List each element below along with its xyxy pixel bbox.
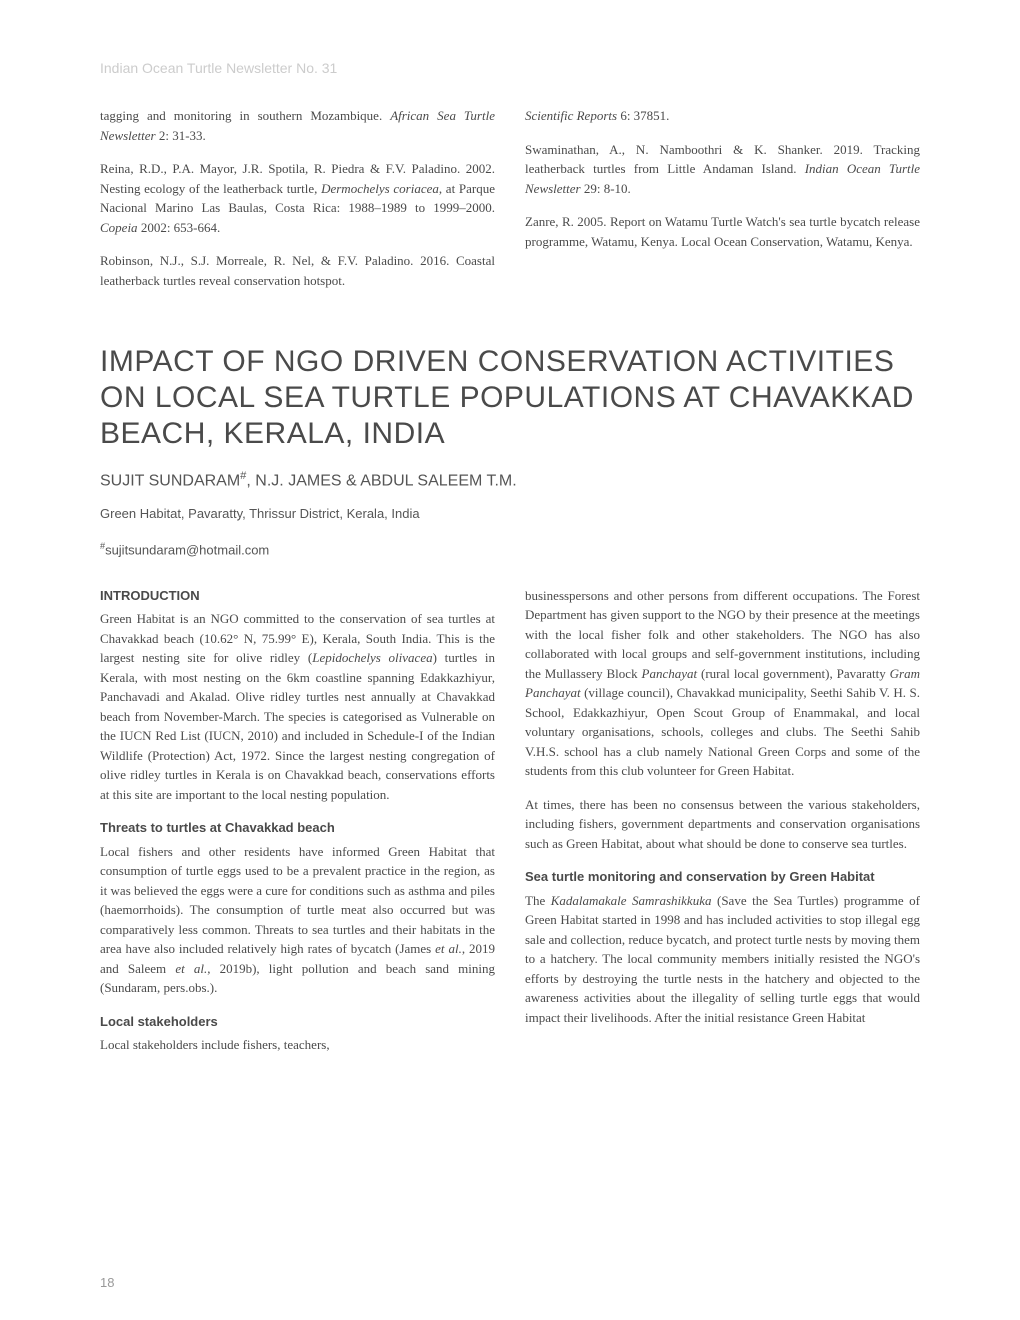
reference-entry: Reina, R.D., P.A. Mayor, J.R. Spotila, R… xyxy=(100,159,495,237)
section-heading-stakeholders: Local stakeholders xyxy=(100,1012,495,1032)
article-body: INTRODUCTION Green Habitat is an NGO com… xyxy=(100,586,920,1069)
affiliation: Green Habitat, Pavaratty, Thrissur Distr… xyxy=(100,506,920,521)
paragraph: At times, there has been no consensus be… xyxy=(525,795,920,854)
article-title: IMPACT OF NGO DRIVEN CONSERVATION ACTIVI… xyxy=(100,344,920,452)
page-number: 18 xyxy=(100,1275,114,1290)
reference-entry: tagging and monitoring in southern Mozam… xyxy=(100,106,495,145)
reference-entry: Zanre, R. 2005. Report on Watamu Turtle … xyxy=(525,212,920,251)
paragraph: The Kadalamakale Samrashikkuka (Save the… xyxy=(525,891,920,1028)
reference-italic: Copeia xyxy=(100,220,138,235)
reference-italic: Dermochelys coriacea xyxy=(321,181,439,196)
references-block: tagging and monitoring in southern Mozam… xyxy=(100,106,920,304)
authors: SUJIT SUNDARAM#, N.J. JAMES & ABDUL SALE… xyxy=(100,470,920,490)
reference-text: 6: 37851. xyxy=(617,108,669,123)
reference-text: Robinson, N.J., S.J. Morreale, R. Nel, &… xyxy=(100,253,495,288)
reference-text: 29: 8-10. xyxy=(581,181,631,196)
reference-entry: Robinson, N.J., S.J. Morreale, R. Nel, &… xyxy=(100,251,495,290)
reference-text: 2002: 653-664. xyxy=(138,220,221,235)
reference-italic: Scientific Reports xyxy=(525,108,617,123)
paragraph: Local stakeholders include fishers, teac… xyxy=(100,1035,495,1055)
body-left-column: INTRODUCTION Green Habitat is an NGO com… xyxy=(100,586,495,1069)
paragraph: businesspersons and other persons from d… xyxy=(525,586,920,781)
reference-text: 2: 31-33. xyxy=(156,128,206,143)
references-left-column: tagging and monitoring in southern Mozam… xyxy=(100,106,495,304)
paragraph: Local fishers and other residents have i… xyxy=(100,842,495,998)
section-heading-monitoring: Sea turtle monitoring and conservation b… xyxy=(525,867,920,887)
journal-header: Indian Ocean Turtle Newsletter No. 31 xyxy=(100,60,920,76)
reference-entry: Swaminathan, A., N. Namboothri & K. Shan… xyxy=(525,140,920,199)
references-right-column: Scientific Reports 6: 37851. Swaminathan… xyxy=(525,106,920,304)
section-heading-introduction: INTRODUCTION xyxy=(100,586,495,606)
body-right-column: businesspersons and other persons from d… xyxy=(525,586,920,1069)
paragraph: Green Habitat is an NGO committed to the… xyxy=(100,609,495,804)
reference-text: tagging and monitoring in southern Mozam… xyxy=(100,108,390,123)
reference-entry: Scientific Reports 6: 37851. xyxy=(525,106,920,126)
reference-text: Zanre, R. 2005. Report on Watamu Turtle … xyxy=(525,214,920,249)
section-heading-threats: Threats to turtles at Chavakkad beach xyxy=(100,818,495,838)
corresponding-email: #sujitsundaram@hotmail.com xyxy=(100,541,920,557)
